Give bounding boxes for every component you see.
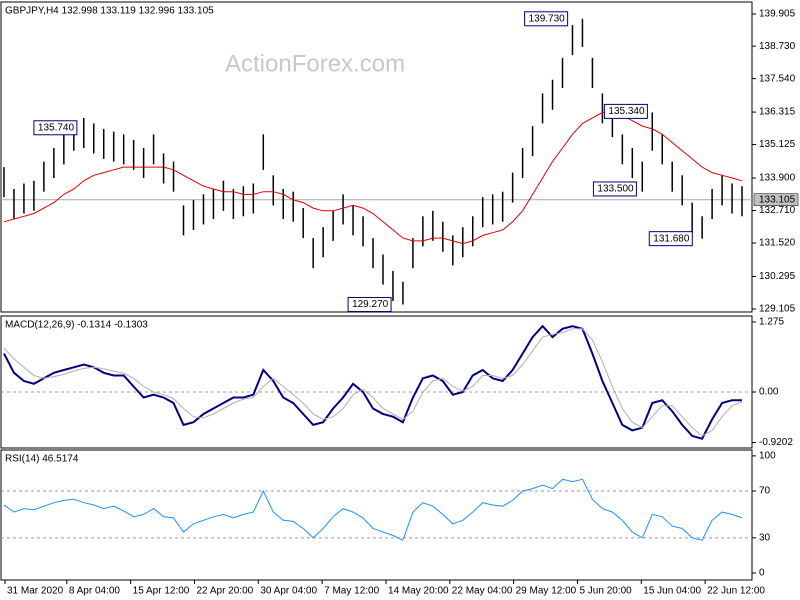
y-tick-label: 132.710 <box>759 205 796 216</box>
annotation-box <box>347 296 392 312</box>
panel-frame <box>0 449 753 581</box>
annotation-label: 135.340 <box>608 106 645 117</box>
y-tick-label: 130.295 <box>759 271 796 282</box>
last-price-label: 133.105 <box>759 194 796 205</box>
x-tick-label: 8 Apr 04:00 <box>69 586 121 597</box>
x-tick-label: 22 May 04:00 <box>452 586 513 597</box>
y-tick-label: 0 <box>759 568 765 579</box>
annotation-label: 131.680 <box>653 233 690 244</box>
y-tick-label: -0.9202 <box>759 437 793 448</box>
y-tick-label: 138.730 <box>759 41 796 52</box>
annotation-label: 133.500 <box>597 184 634 195</box>
x-tick-label: 7 May 12:00 <box>324 586 379 597</box>
macd-line <box>3 324 742 440</box>
annotation-box <box>648 231 693 247</box>
x-tick-label: 14 May 20:00 <box>388 586 449 597</box>
annotation-label: 139.730 <box>529 13 566 24</box>
panel-title: MACD(12,26,9) -0.1314 -0.1303 <box>5 320 148 331</box>
x-tick-label: 31 Mar 2020 <box>7 586 64 597</box>
last-price-box <box>753 193 799 206</box>
annotation-box <box>524 11 569 27</box>
panel-frame <box>0 315 753 449</box>
y-tick-label: 100 <box>759 450 776 461</box>
x-tick-label: 15 Jun 04:00 <box>643 586 701 597</box>
annotation-label: 129.270 <box>352 299 389 310</box>
watermark: ActionForex.com <box>225 50 405 77</box>
y-tick-label: 70 <box>759 486 771 497</box>
annotation-box <box>33 120 78 136</box>
x-tick-label: 15 Apr 12:00 <box>133 586 190 597</box>
y-tick-label: 139.905 <box>759 9 796 20</box>
y-tick-label: 131.520 <box>759 238 796 249</box>
annotation-label: 135.740 <box>38 122 75 133</box>
y-tick-label: 133.900 <box>759 173 796 184</box>
x-tick-label: 5 Jun 20:00 <box>579 586 632 597</box>
x-tick-label: 22 Jun 12:00 <box>707 586 765 597</box>
y-tick-label: 1.275 <box>759 317 784 328</box>
y-tick-label: 137.540 <box>759 73 796 84</box>
macd-line <box>3 328 743 437</box>
x-tick-label: 29 May 12:00 <box>516 586 577 597</box>
annotation-box <box>592 181 637 197</box>
x-tick-label: 30 Apr 04:00 <box>260 586 317 597</box>
panel-frame <box>0 1 753 313</box>
panel-title: GBPJPY,H4 132.998 133.119 132.996 133.10… <box>5 6 214 17</box>
annotation-box <box>603 103 648 119</box>
x-tick-label: 22 Apr 20:00 <box>196 586 253 597</box>
moving-average <box>3 112 743 245</box>
rsi-line <box>3 478 743 541</box>
y-tick-label: 129.105 <box>759 304 796 315</box>
y-tick-label: 30 <box>759 532 771 543</box>
y-tick-label: 0.00 <box>759 387 779 398</box>
y-tick-label: 135.125 <box>759 139 796 150</box>
y-tick-label: 136.315 <box>759 107 796 118</box>
panel-title: RSI(14) 46.5174 <box>5 454 79 465</box>
